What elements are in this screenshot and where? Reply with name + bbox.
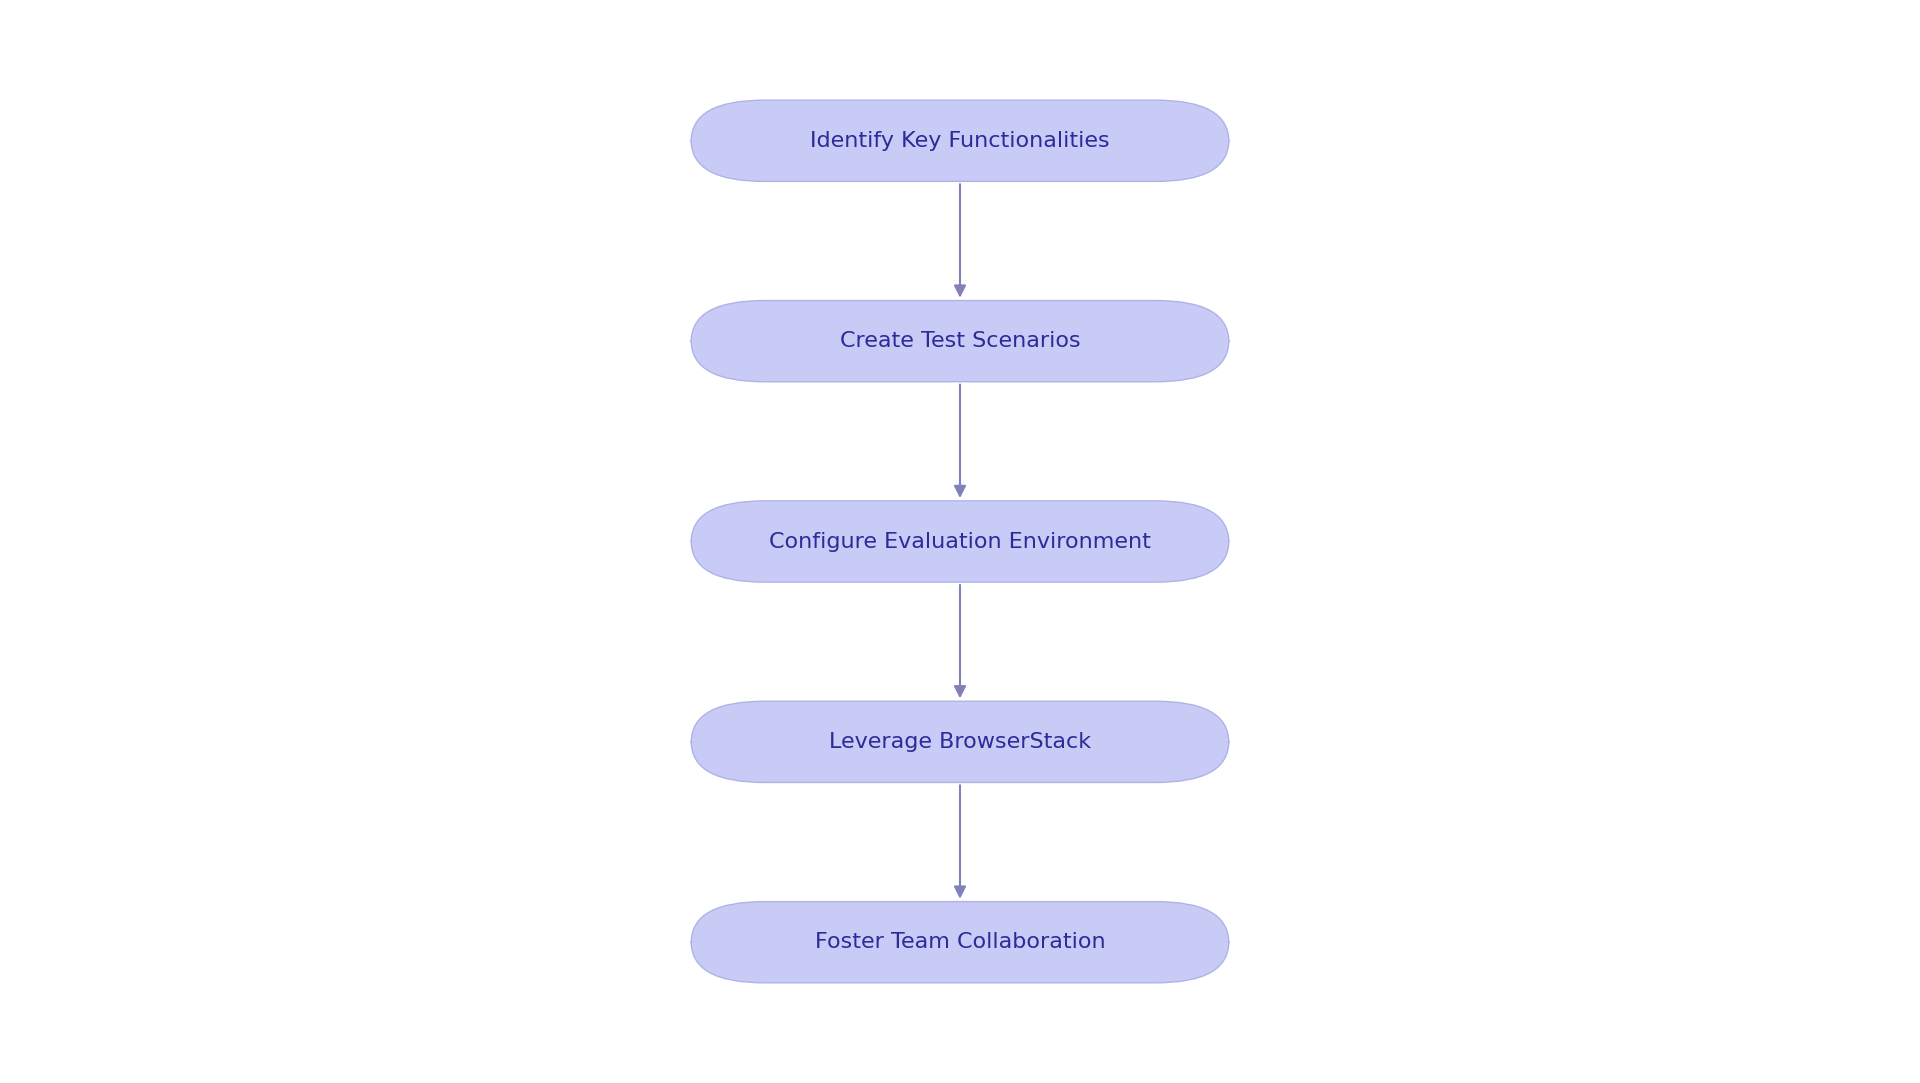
Text: Create Test Scenarios: Create Test Scenarios: [839, 331, 1081, 351]
FancyBboxPatch shape: [691, 101, 1229, 182]
Text: Foster Team Collaboration: Foster Team Collaboration: [814, 932, 1106, 952]
FancyBboxPatch shape: [691, 901, 1229, 983]
Text: Leverage BrowserStack: Leverage BrowserStack: [829, 732, 1091, 752]
Text: Configure Evaluation Environment: Configure Evaluation Environment: [770, 532, 1150, 551]
FancyBboxPatch shape: [691, 702, 1229, 782]
FancyBboxPatch shape: [691, 500, 1229, 583]
Text: Identify Key Functionalities: Identify Key Functionalities: [810, 131, 1110, 151]
FancyBboxPatch shape: [691, 300, 1229, 381]
